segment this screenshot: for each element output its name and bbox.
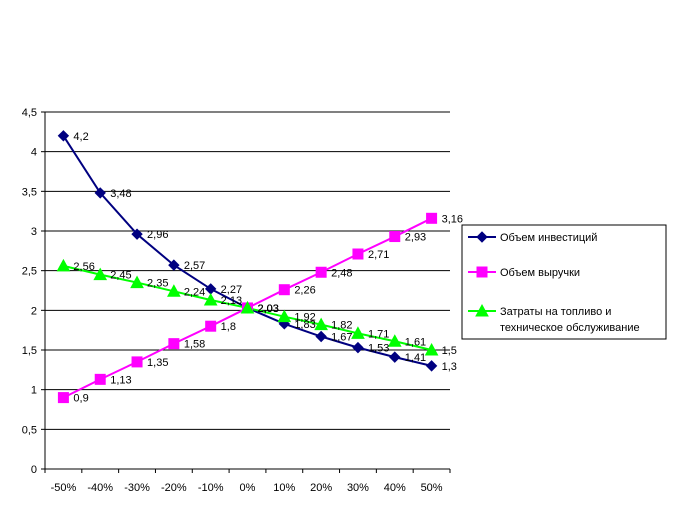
- x-tick-label: -30%: [124, 482, 150, 494]
- data-label: 2,57: [184, 260, 205, 272]
- data-label: 3,48: [110, 188, 131, 200]
- data-label: 2,27: [221, 284, 242, 296]
- data-point-square: [476, 266, 488, 278]
- data-label: 2,56: [73, 261, 94, 273]
- data-point-square: [278, 284, 290, 296]
- data-label: 4,2: [73, 131, 88, 143]
- legend-label: Объем выручки: [500, 267, 580, 279]
- data-point-triangle: [475, 303, 489, 317]
- data-point-diamond: [389, 351, 401, 363]
- x-tick-label: 0%: [240, 482, 256, 494]
- data-label: 1,13: [110, 374, 131, 386]
- data-label: 1,5: [442, 345, 457, 357]
- legend-label: Затраты на топливо и: [500, 306, 611, 318]
- data-point-square: [57, 392, 69, 404]
- x-tick-label: -10%: [198, 482, 224, 494]
- data-point-triangle: [277, 309, 292, 323]
- data-label: 1,67: [331, 332, 352, 344]
- y-tick-label: 4,5: [22, 107, 37, 119]
- data-label: 0,9: [73, 393, 88, 405]
- data-label: 2,03: [258, 303, 279, 315]
- data-point-triangle: [167, 284, 181, 297]
- data-label: 1,35: [147, 357, 168, 369]
- data-point-square: [315, 266, 327, 278]
- y-tick-label: 0: [31, 464, 37, 476]
- x-tick-label: 30%: [347, 482, 369, 494]
- x-tick-label: -50%: [51, 482, 77, 494]
- data-point-square: [94, 373, 106, 385]
- data-point-triangle: [314, 317, 328, 331]
- data-label: 1,92: [294, 312, 315, 324]
- data-label: 3,16: [442, 213, 463, 225]
- y-tick-label: 3,5: [22, 186, 37, 198]
- data-point-triangle: [56, 258, 71, 272]
- data-point-triangle: [424, 342, 439, 356]
- data-point-square: [168, 338, 180, 350]
- x-tick-label: -40%: [87, 482, 113, 494]
- y-tick-label: 3: [31, 226, 37, 238]
- data-label: 2,03: [258, 303, 279, 315]
- data-point-triangle: [203, 292, 218, 306]
- data-point-triangle: [387, 334, 402, 347]
- x-tick-label: 40%: [384, 482, 406, 494]
- data-point-diamond: [57, 130, 70, 142]
- data-point-diamond: [131, 228, 143, 240]
- data-point-square: [131, 356, 143, 368]
- plot-area: [45, 112, 450, 469]
- data-label: 1,58: [184, 339, 205, 351]
- data-point-diamond: [168, 259, 180, 271]
- data-label: 1,41: [405, 352, 426, 364]
- legend: [461, 224, 667, 340]
- data-point-triangle: [240, 300, 255, 314]
- data-point-triangle: [351, 326, 365, 339]
- legend-label: техническое обслуживание: [500, 322, 640, 334]
- data-point-diamond: [476, 231, 488, 243]
- data-point-triangle: [93, 267, 108, 281]
- y-tick-label: 1: [31, 385, 37, 397]
- y-tick-label: 0,5: [22, 424, 37, 436]
- y-tick-label: 4: [31, 147, 37, 159]
- data-label: 2,96: [147, 229, 168, 241]
- data-label: 2,24: [184, 286, 205, 298]
- y-tick-label: 1,5: [22, 345, 37, 357]
- data-label: 1,71: [368, 328, 389, 340]
- data-label: 2,93: [405, 232, 426, 244]
- data-label: 2,71: [368, 249, 389, 261]
- data-point-square: [426, 212, 438, 224]
- data-label: 1,8: [221, 321, 236, 333]
- x-tick-label: 20%: [310, 482, 332, 494]
- data-point-diamond: [94, 187, 106, 199]
- data-point-triangle: [130, 275, 144, 289]
- data-label: 2,26: [294, 285, 315, 297]
- x-tick-label: 10%: [273, 482, 295, 494]
- data-point-diamond: [315, 330, 327, 343]
- data-point-diamond: [352, 341, 364, 354]
- legend-item: Затраты на топливо и техническое обслужив…: [468, 303, 640, 334]
- x-tick-label: 50%: [421, 482, 443, 494]
- data-label: 2,48: [331, 267, 352, 279]
- y-tick-label: 2,5: [22, 266, 37, 278]
- data-label: 1,53: [368, 343, 389, 355]
- legend-item: Объем выручки: [468, 266, 580, 279]
- data-point-square: [352, 248, 364, 260]
- legend-item: Объем инвестиций: [468, 231, 597, 244]
- data-label: 1,83: [294, 319, 315, 331]
- data-label: 1,3: [442, 361, 457, 373]
- data-point-square: [205, 320, 217, 332]
- data-label: 1,82: [331, 320, 352, 332]
- data-point-diamond: [425, 360, 438, 372]
- data-label: 1,61: [405, 336, 426, 348]
- data-label: 2,35: [147, 278, 168, 290]
- data-label: 2,45: [110, 270, 131, 282]
- data-label: 2,03: [258, 303, 279, 315]
- data-point-square: [389, 231, 401, 243]
- legend-label: Объем инвестиций: [500, 232, 597, 244]
- data-label: 2,13: [221, 295, 242, 307]
- x-tick-label: -20%: [161, 482, 187, 494]
- y-tick-label: 2: [31, 305, 37, 317]
